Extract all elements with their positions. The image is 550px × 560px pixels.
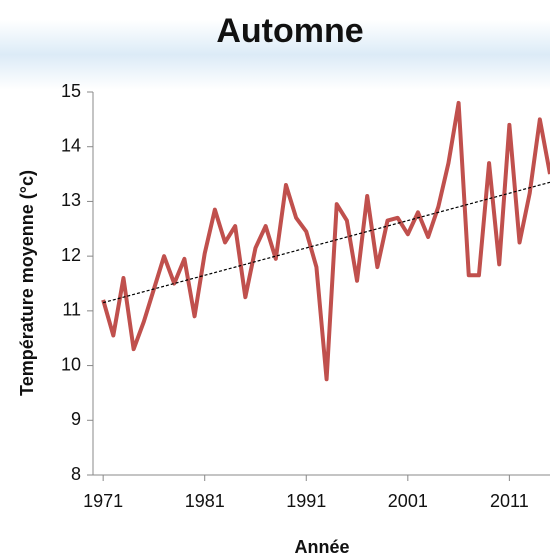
x-tick-label: 1991 (286, 491, 326, 511)
data-line (101, 100, 550, 382)
y-tick-label: 15 (61, 81, 81, 101)
y-tick-label: 11 (62, 300, 81, 320)
x-tick-label: 1981 (185, 491, 225, 511)
chart-title: Automne (216, 12, 363, 50)
y-tick-label: 13 (61, 190, 81, 210)
x-tick-label: 2011 (490, 491, 529, 511)
x-tick-label: 1971 (83, 491, 123, 511)
y-axis-label: Température moyenne (°c) (17, 170, 37, 396)
y-tick-label: 8 (71, 464, 81, 484)
sky-band (0, 20, 550, 90)
plot-area (93, 92, 550, 475)
y-tick-label: 14 (61, 135, 81, 155)
trend-line (102, 181, 550, 304)
y-tick-label: 12 (61, 245, 81, 265)
y-tick-label: 9 (71, 409, 81, 429)
y-tick-label: 10 (61, 354, 81, 374)
x-axis-label: Année (294, 537, 349, 557)
x-tick-label: 2001 (388, 491, 428, 511)
